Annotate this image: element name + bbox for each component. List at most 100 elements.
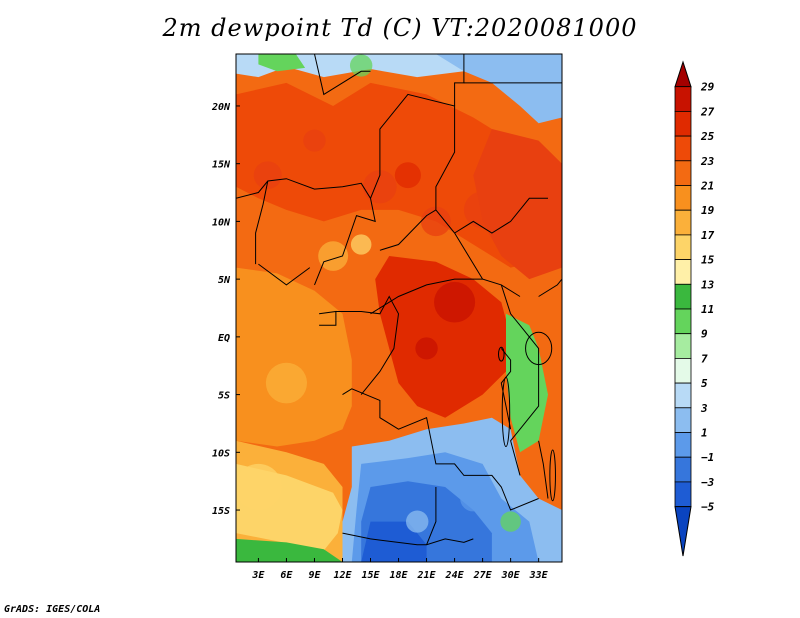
texture-blob [460,485,487,512]
colorbar-top-arrow [674,60,692,88]
colorbar-label: 19 [701,204,715,217]
colorbar-swatch [674,407,692,433]
colorbar-label: 25 [700,130,715,143]
texture-blob [463,191,502,229]
colorbar-label: 7 [701,352,708,365]
colorbar-label: 5 [701,377,708,390]
country-border [538,440,549,499]
lon-tick-label: 6E [280,570,293,581]
texture-blob [406,510,429,533]
texture-blob [420,206,451,237]
lon-tick-label: 9E [308,570,321,581]
texture-blob [253,161,282,190]
lake-outline [549,449,556,502]
colorbar-label: 15 [701,254,715,267]
country-border [335,295,400,395]
lon-tick-label: 27E [473,570,493,581]
lon-tick-label: 18E [390,570,409,581]
colorbar-swatch [674,111,692,137]
map-field [236,54,562,562]
texture-blob [236,463,282,511]
lat-tick-label: 10N [212,217,231,228]
country-border [258,263,311,286]
lat-tick-label: 20N [211,102,231,113]
map-title: 2m dewpoint Td (C) VT:2020081000 [162,14,638,42]
colorbar-label: 9 [701,328,708,341]
colorbar-swatch [674,481,692,507]
region-libya-humid [258,54,306,72]
footer-credit: GrADS: IGES/COLA [4,604,101,615]
country-border [342,388,539,511]
colorbar-label: 23 [700,155,715,168]
colorbar-bottom-arrow [674,506,692,557]
colorbar-swatch [674,259,692,285]
colorbar-swatch [674,209,692,236]
lat-tick-label: 10S [212,448,230,459]
country-borders [236,54,562,546]
colorbar-label: 11 [701,303,714,316]
texture-blob [415,337,438,360]
country-border [538,278,562,297]
lon-tick-label: 3E [251,570,265,581]
country-border [379,209,437,251]
colorbar-swatch [674,333,692,359]
region-egypt-red-sea [435,54,562,124]
country-border [319,310,337,326]
lon-tick-label: 21E [417,570,437,581]
colorbar-label: 13 [701,278,715,291]
colorbar-swatch [674,456,692,483]
longitude-axis: 3E 6E 9E 12E 15E 18E 21E 24E 27E 30E 33E [251,558,549,581]
region-east-sudan [473,129,562,280]
colorbar-swatch [674,382,692,409]
colorbar-label: 1 [701,427,708,440]
colorbar-swatch [674,234,692,260]
colorbar-label: −5 [701,501,715,514]
colorbar-swatch [674,86,692,112]
colorbar: 29 27 25 23 21 19 17 15 13 11 9 7 5 3 1 −1 −3 −5 [674,60,715,557]
region-atlantic-sw [236,538,343,562]
colorbar-swatch [674,308,692,335]
country-border [370,278,483,315]
lake-outline [525,331,553,366]
texture-blob [303,129,326,152]
lon-tick-label: 15E [361,570,380,581]
texture-blob [350,234,372,255]
country-border [500,284,540,476]
texture-blob [434,281,476,323]
country-border [426,487,437,545]
lat-tick-label: EQ [218,333,230,344]
lat-tick-label: 15S [212,506,230,517]
colorbar-swatch [674,283,692,310]
colorbar-swatch [674,135,692,162]
region-congo-core [375,256,511,418]
lon-tick-label: 30E [501,570,521,581]
colorbar-swatch [674,185,692,211]
lat-tick-label: 5S [218,391,230,402]
lat-tick-label: 5N [218,275,231,286]
lake-outline [501,376,511,448]
lat-tick-label: 15N [212,160,231,171]
colorbar-label: 29 [700,81,715,94]
region-gulf-of-guinea [236,267,352,447]
latitude-axis: 20N 15N 10N 5N EQ 5S 10S 15S [211,102,240,517]
region-great-lakes [506,313,548,453]
texture-blob [265,362,307,404]
colorbar-label: −3 [701,476,715,489]
lon-tick-label: 12E [333,570,352,581]
country-border [255,180,269,265]
colorbar-swatch [674,160,692,186]
colorbar-label: 21 [700,180,714,193]
texture-blob [394,162,421,189]
lon-tick-label: 24E [445,570,465,581]
colorbar-swatch [674,357,692,384]
texture-blob [318,241,349,271]
lake-outline [497,346,505,362]
colorbar-swatch [674,432,692,458]
texture-blob [500,511,521,532]
country-border [370,93,521,297]
lon-tick-label: 33E [529,570,549,581]
country-border [314,54,371,96]
colorbar-label: 3 [700,402,708,415]
texture-blob [349,54,373,77]
